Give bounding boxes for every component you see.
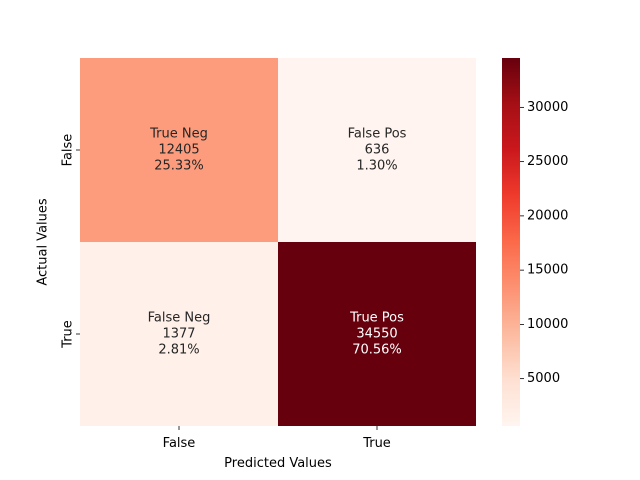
y-tick-label-true: True bbox=[61, 320, 76, 349]
cell-count: 34550 bbox=[356, 327, 397, 342]
x-tick-label-false: False bbox=[163, 436, 196, 451]
cell-count: 636 bbox=[365, 143, 390, 158]
cell-count: 1377 bbox=[162, 327, 195, 342]
y-axis-label: Actual Values bbox=[36, 198, 51, 286]
cell-rect bbox=[278, 242, 476, 426]
cell-percent: 25.33% bbox=[154, 159, 204, 174]
cell-label: True Neg bbox=[149, 127, 208, 142]
x-axis: False True Predicted Values bbox=[163, 426, 391, 471]
cell-rect bbox=[80, 242, 278, 426]
y-tick-label-false: False bbox=[61, 134, 76, 167]
cell-percent: 70.56% bbox=[352, 343, 402, 358]
colorbar-tick-label: 30000 bbox=[527, 100, 568, 115]
cell-rect bbox=[80, 58, 278, 242]
colorbar-tick-label: 15000 bbox=[527, 263, 568, 278]
colorbar-tick-label: 20000 bbox=[527, 208, 568, 223]
colorbar-ticks: 5000 10000 15000 20000 25000 30000 bbox=[520, 100, 568, 386]
colorbar-gradient bbox=[502, 58, 520, 426]
colorbar-tick-label: 5000 bbox=[527, 371, 560, 386]
x-tick-label-true: True bbox=[362, 436, 391, 451]
cell-label: True Pos bbox=[349, 311, 404, 326]
cell-percent: 2.81% bbox=[158, 343, 199, 358]
colorbar: 5000 10000 15000 20000 25000 30000 bbox=[502, 58, 568, 426]
cell-count: 12405 bbox=[158, 143, 199, 158]
cell-rect bbox=[278, 58, 476, 242]
cell-percent: 1.30% bbox=[356, 159, 397, 174]
cell-label: False Pos bbox=[348, 127, 407, 142]
colorbar-tick-label: 10000 bbox=[527, 317, 568, 332]
cell-label: False Neg bbox=[148, 311, 211, 326]
x-axis-label: Predicted Values bbox=[224, 456, 332, 471]
colorbar-tick-label: 25000 bbox=[527, 154, 568, 169]
y-axis: False True Actual Values bbox=[36, 134, 80, 349]
